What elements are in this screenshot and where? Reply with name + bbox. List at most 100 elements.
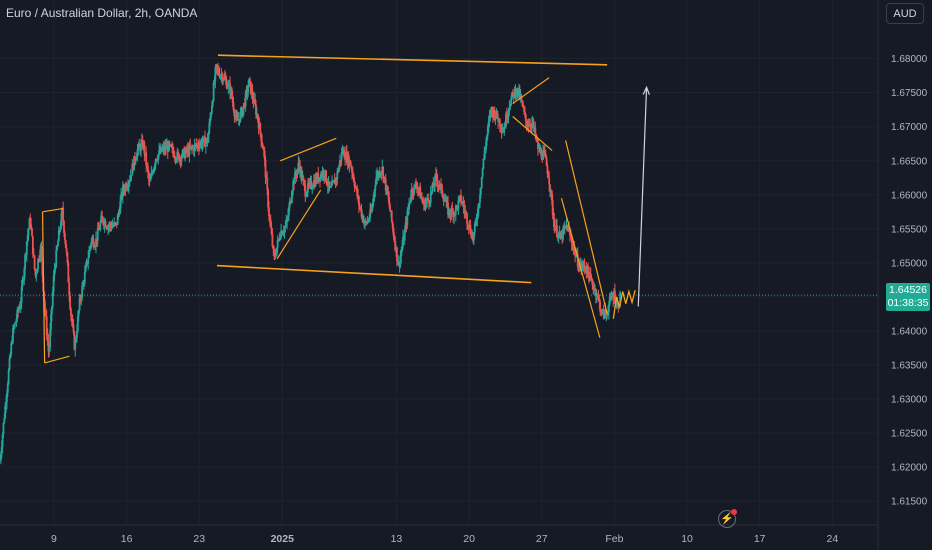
candle-body (394, 241, 397, 251)
candle-body (21, 280, 24, 287)
candle-body (547, 174, 550, 178)
candle-body (460, 201, 463, 203)
y-tick-label: 1.67000 (891, 122, 928, 133)
candle-body (3, 418, 6, 423)
candle-body (260, 132, 263, 142)
candle-body (198, 144, 201, 149)
candle-body (146, 165, 149, 173)
candle-body (94, 246, 97, 248)
candle-body (529, 124, 532, 127)
candle-body (47, 340, 50, 352)
candle-body (415, 184, 417, 188)
candle-body (386, 185, 389, 194)
candle-body (503, 127, 506, 133)
candle-body (247, 87, 250, 93)
candle-body (543, 151, 546, 154)
candle-body (230, 88, 233, 98)
candle-body (454, 206, 457, 215)
x-tick-label: Feb (605, 533, 623, 545)
candle-body (388, 197, 391, 206)
currency-button[interactable]: AUD (886, 3, 924, 24)
candle-body (161, 148, 164, 151)
candle-body (460, 195, 462, 202)
candle-body (145, 152, 148, 166)
candle-body (328, 181, 331, 188)
candle-body (135, 156, 138, 160)
candle-body (434, 175, 436, 186)
candle-body (412, 193, 415, 195)
candle-body (273, 248, 276, 256)
candle-body (268, 215, 271, 220)
candle-body (597, 294, 600, 299)
candle-body (133, 156, 135, 171)
candle-body (473, 232, 475, 241)
candle-body (5, 402, 7, 406)
candle-body (608, 296, 611, 305)
y-tick-label: 1.64000 (891, 326, 928, 337)
candle-body (89, 247, 91, 251)
candle-body (406, 211, 409, 226)
candle-body (370, 207, 373, 212)
candle-body (271, 234, 274, 247)
candle-body (409, 196, 412, 201)
candle-body (191, 146, 193, 148)
candle-body (217, 68, 219, 70)
candle-body (226, 87, 229, 89)
candle-body (341, 152, 344, 154)
candle-body (13, 323, 16, 328)
candle-body (69, 295, 71, 309)
candle-body (214, 67, 217, 82)
candle-body (12, 328, 14, 343)
candle-body (49, 329, 52, 348)
candle-body (511, 92, 514, 94)
candle-body (606, 313, 609, 315)
candle-body (100, 215, 103, 223)
candle-body (59, 226, 62, 231)
candle-body (368, 217, 371, 220)
candle-body (286, 219, 289, 223)
candle-body (458, 197, 461, 201)
x-tick-label: 10 (681, 533, 693, 545)
candle-body (111, 225, 114, 229)
candle-body (217, 69, 220, 74)
candle-body (53, 269, 56, 276)
candle-body (358, 205, 361, 208)
candle-body (322, 170, 325, 176)
candle-body (209, 117, 212, 123)
candle-body (542, 151, 545, 160)
candle-body (480, 176, 483, 188)
candle-body (120, 193, 122, 202)
candle-body (408, 203, 410, 210)
candle-body (184, 152, 186, 159)
candle-body (505, 114, 507, 127)
alert-flash-icon[interactable]: ⚡ (718, 509, 737, 528)
candle-body (305, 195, 308, 197)
candle-body (481, 168, 484, 177)
candle-body (48, 347, 51, 352)
x-tick-label: 23 (193, 533, 205, 545)
candle-body (55, 250, 58, 268)
candle-body (45, 316, 48, 336)
candle-body (279, 237, 282, 240)
candle-body (263, 150, 266, 160)
candle-body (351, 172, 354, 176)
candle-body (382, 166, 385, 179)
candle-body (146, 165, 148, 167)
candle-body (469, 224, 472, 234)
candle-body (95, 238, 97, 247)
candle-body (499, 126, 502, 129)
candle-body (329, 187, 332, 189)
candle-body (532, 120, 535, 129)
candle-body (595, 295, 598, 297)
candle-body (317, 173, 320, 181)
candle-body (50, 314, 52, 330)
candle-body (494, 117, 497, 120)
candle-body (25, 241, 28, 255)
candle-body (172, 147, 174, 153)
candle-body (83, 272, 86, 284)
candle-body (419, 187, 422, 199)
candle-body (44, 301, 46, 312)
candle-body (219, 75, 222, 78)
candle-body (338, 165, 340, 172)
